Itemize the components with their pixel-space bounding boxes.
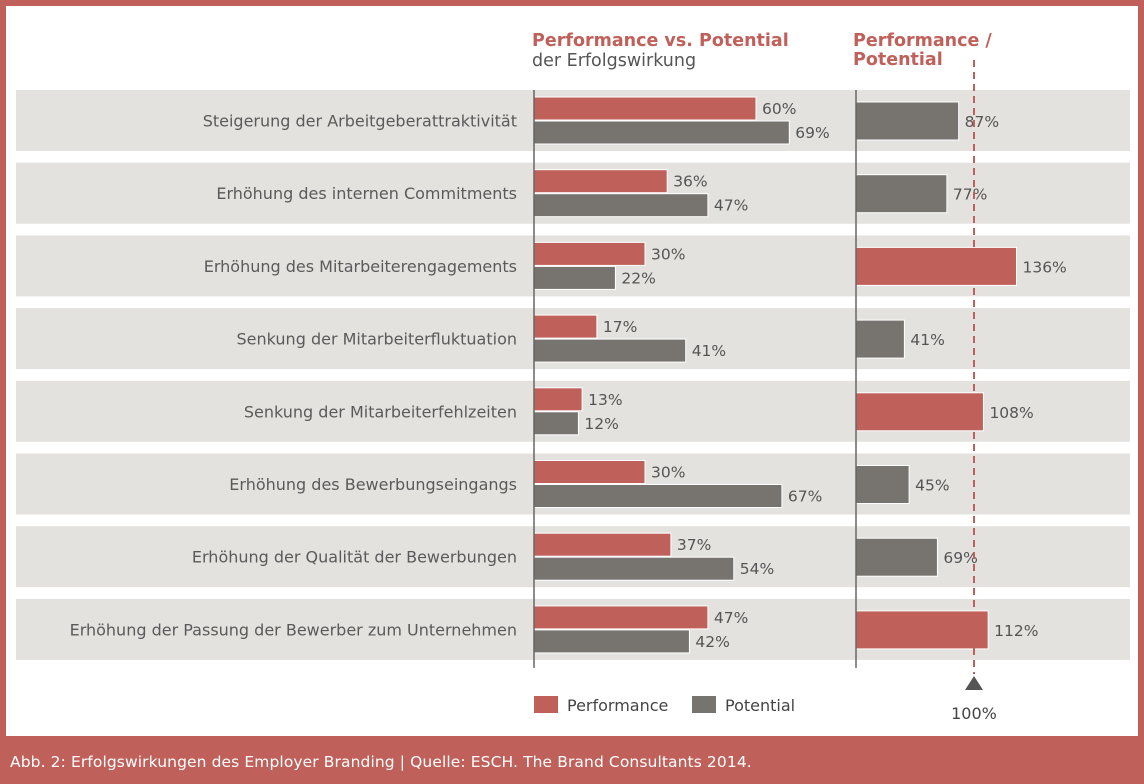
bar-performance-5 xyxy=(533,460,646,484)
bar-potential-7 xyxy=(533,629,690,654)
value-ratio-6: 69% xyxy=(943,549,977,567)
bar-potential-2 xyxy=(533,265,616,290)
bar-performance-4 xyxy=(533,387,583,412)
bar-potential-3 xyxy=(533,338,687,363)
value-performance-6: 37% xyxy=(677,536,711,554)
value-potential-1: 47% xyxy=(714,197,748,215)
value-potential-3: 41% xyxy=(692,342,726,360)
bar-performance-6 xyxy=(533,532,672,557)
value-ratio-5: 45% xyxy=(915,477,949,495)
bar-ratio-3 xyxy=(855,319,905,359)
figure-caption: Abb. 2: Erfolgswirkungen des Employer Br… xyxy=(10,753,752,771)
value-performance-4: 13% xyxy=(588,391,622,409)
row-label-5: Erhöhung des Bewerbungseingangs xyxy=(229,475,517,494)
bar-potential-0 xyxy=(533,120,790,145)
bar-performance-7 xyxy=(533,605,709,630)
value-potential-2: 22% xyxy=(621,269,655,287)
bar-potential-6 xyxy=(533,556,735,581)
bar-ratio-0 xyxy=(855,101,960,141)
reference-marker-icon xyxy=(965,676,983,690)
right-header-line1: Performance / xyxy=(853,31,992,51)
value-ratio-2: 136% xyxy=(1022,258,1066,276)
value-potential-7: 42% xyxy=(695,633,729,651)
bar-performance-2 xyxy=(533,241,646,266)
bar-ratio-4 xyxy=(855,392,984,432)
reference-label: 100% xyxy=(951,704,997,723)
value-ratio-0: 87% xyxy=(965,113,999,131)
legend-swatch-performance xyxy=(534,696,558,713)
row-label-6: Erhöhung der Qualität der Bewerbungen xyxy=(192,548,517,567)
bar-ratio-6 xyxy=(855,537,938,577)
row-label-7: Erhöhung der Passung der Bewerber zum Un… xyxy=(70,620,517,639)
value-potential-4: 12% xyxy=(584,415,618,433)
value-ratio-1: 77% xyxy=(953,186,987,204)
bar-performance-3 xyxy=(533,314,598,339)
value-ratio-3: 41% xyxy=(910,331,944,349)
left-header-title: Performance vs. Potential xyxy=(532,31,789,51)
bar-ratio-2 xyxy=(855,246,1017,286)
value-performance-3: 17% xyxy=(603,318,637,336)
value-performance-2: 30% xyxy=(651,245,685,263)
right-header-line2: Potential xyxy=(853,50,943,70)
bar-ratio-5 xyxy=(855,465,910,504)
value-potential-6: 54% xyxy=(740,560,774,578)
row-label-2: Erhöhung des Mitarbeiterengagements xyxy=(204,257,517,276)
bar-performance-1 xyxy=(533,169,668,194)
bar-potential-1 xyxy=(533,193,709,218)
value-potential-5: 67% xyxy=(788,488,822,506)
value-performance-5: 30% xyxy=(651,464,685,482)
legend-swatch-potential xyxy=(692,696,716,713)
chart-svg: Performance vs. Potential der Erfolgswir… xyxy=(16,31,1130,723)
value-performance-0: 60% xyxy=(762,100,796,118)
legend-label-performance: Performance xyxy=(567,696,668,715)
bar-ratio-7 xyxy=(855,610,989,650)
value-performance-1: 36% xyxy=(673,173,707,191)
chart-panel: Performance vs. Potential der Erfolgswir… xyxy=(6,6,1138,736)
bar-ratio-1 xyxy=(855,174,948,214)
row-label-3: Senkung der Mitarbeiterfluktuation xyxy=(237,330,518,349)
bar-performance-0 xyxy=(533,96,757,121)
row-label-1: Erhöhung des internen Commitments xyxy=(216,184,517,203)
bar-potential-5 xyxy=(533,484,783,508)
value-ratio-4: 108% xyxy=(989,404,1033,422)
value-potential-0: 69% xyxy=(795,124,829,142)
row-label-4: Senkung der Mitarbeiterfehlzeiten xyxy=(244,402,517,421)
left-header-subtitle: der Erfolgswirkung xyxy=(532,51,696,71)
value-performance-7: 47% xyxy=(714,609,748,627)
legend-label-potential: Potential xyxy=(725,696,795,715)
row-label-0: Steigerung der Arbeitgeberattraktivität xyxy=(203,112,517,131)
bar-potential-4 xyxy=(533,411,579,436)
value-ratio-7: 112% xyxy=(994,622,1038,640)
